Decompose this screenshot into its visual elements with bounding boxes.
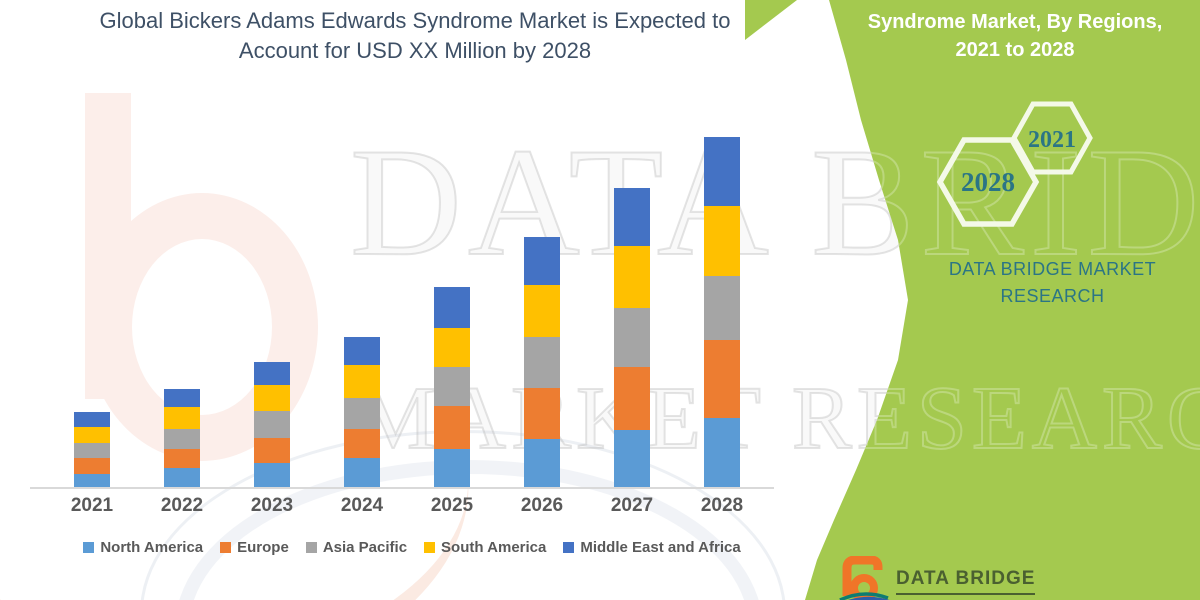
plot-area xyxy=(47,107,767,487)
brand-name: DATA BRIDGE MARKET RESEARCH xyxy=(948,259,1157,306)
legend-swatch-asia-pacific xyxy=(305,542,317,553)
legend-swatch-middle-east-and-africa xyxy=(563,542,575,553)
x-tick-label-2027: 2027 xyxy=(610,495,654,516)
plot-column-2026 xyxy=(497,107,587,487)
bar-segment-north-america xyxy=(434,449,470,487)
x-tick-label-2026: 2026 xyxy=(520,495,564,516)
bar-segment-south-america xyxy=(344,365,380,398)
stacked-bar-2023 xyxy=(254,362,290,487)
bar-segment-middle-east-and-africa xyxy=(164,389,200,407)
stacked-bar-2025 xyxy=(434,287,470,487)
legend-swatch-south-america xyxy=(424,542,436,553)
hexagon-2021-label: 2021 xyxy=(1028,127,1076,153)
bar-segment-south-america xyxy=(254,385,290,411)
bar-segment-asia-pacific xyxy=(434,367,470,406)
bar-segment-middle-east-and-africa xyxy=(704,137,740,206)
legend-label-asia-pacific: Asia Pacific xyxy=(322,539,408,556)
x-tick-label-2023: 2023 xyxy=(250,495,294,516)
plot-column-2027 xyxy=(587,107,677,487)
bar-segment-middle-east-and-africa xyxy=(254,362,290,385)
bar-segment-middle-east-and-africa xyxy=(344,337,380,365)
x-axis-line xyxy=(30,487,774,489)
stacked-bar-2022 xyxy=(164,389,200,487)
bar-segment-north-america xyxy=(524,439,560,487)
bar-segment-north-america xyxy=(614,430,650,487)
legend-item-europe: Europe xyxy=(220,539,289,556)
bar-segment-south-america xyxy=(614,246,650,308)
hexagon-2021 xyxy=(1011,101,1093,175)
stacked-bar-2028 xyxy=(704,137,740,487)
bar-segment-europe xyxy=(164,449,200,468)
legend-label-south-america: South America xyxy=(441,539,547,556)
bar-segment-middle-east-and-africa xyxy=(434,287,470,328)
x-axis-labels: 2021 2022 2023 2024 2025 2026 2027 2028 xyxy=(47,495,767,517)
x-tick-label-2028: 2028 xyxy=(700,495,744,516)
plot-column-2025 xyxy=(407,107,497,487)
bar-segment-middle-east-and-africa xyxy=(74,412,110,427)
bar-segment-asia-pacific xyxy=(254,411,290,438)
bar-segment-south-america xyxy=(434,328,470,367)
x-tick-label-2025: 2025 xyxy=(430,495,474,516)
bar-segment-north-america xyxy=(254,463,290,487)
bar-segment-north-america xyxy=(344,458,380,487)
hexagon-2028 xyxy=(936,137,1040,227)
legend-item-asia-pacific: Asia Pacific xyxy=(305,539,408,556)
bar-segment-asia-pacific xyxy=(344,398,380,429)
bar-segment-europe xyxy=(524,388,560,439)
stacked-bar-2024 xyxy=(344,337,380,487)
plot-column-2023 xyxy=(227,107,317,487)
bar-segment-south-america xyxy=(74,427,110,443)
logo-b-stem xyxy=(842,556,883,596)
bar-segment-europe xyxy=(614,367,650,430)
stacked-bar-2027 xyxy=(614,188,650,487)
bar-segment-asia-pacific xyxy=(614,308,650,367)
x-tick-label-2022: 2022 xyxy=(160,495,204,516)
bar-segment-north-america xyxy=(74,474,110,487)
legend-swatch-europe xyxy=(220,542,232,553)
logo-teal-swoosh xyxy=(839,592,889,600)
stacked-bar-2021 xyxy=(74,412,110,487)
plot-column-2028 xyxy=(677,107,767,487)
legend-label-middle-east-and-africa: Middle East and Africa xyxy=(580,539,741,556)
footer-logo-text: DATA BRIDGE xyxy=(896,568,1036,595)
x-tick-label-2024: 2024 xyxy=(340,495,384,516)
bar-segment-europe xyxy=(254,438,290,463)
plot-column-2024 xyxy=(317,107,407,487)
hexagon-2028-label: 2028 xyxy=(961,167,1015,197)
bar-segment-asia-pacific xyxy=(704,276,740,340)
plot-column-2022 xyxy=(137,107,227,487)
bar-segment-south-america xyxy=(524,285,560,337)
bar-segment-north-america xyxy=(704,418,740,487)
plot-column-2021 xyxy=(47,107,137,487)
bar-segment-middle-east-and-africa xyxy=(614,188,650,246)
footer-logo-subtext: MARKET RESEARCH xyxy=(897,598,1069,600)
legend-swatch-north-america xyxy=(83,542,95,553)
hexagons-graphic: 2028 2021 xyxy=(936,101,1093,227)
bar-segment-europe xyxy=(344,429,380,458)
legend: North America Europe Asia Pacific South Ame… xyxy=(0,539,824,556)
legend-item-north-america: North America xyxy=(83,539,203,556)
legend-label-north-america: North America xyxy=(100,539,204,556)
logo-blue-swoosh xyxy=(841,596,890,600)
bar-segment-asia-pacific xyxy=(74,443,110,458)
bar-segment-asia-pacific xyxy=(164,429,200,449)
bar-segment-europe xyxy=(74,458,110,474)
bar-segment-asia-pacific xyxy=(524,337,560,388)
footer-logo-icon xyxy=(839,556,890,600)
legend-label-europe: Europe xyxy=(237,539,289,556)
bar-segment-middle-east-and-africa xyxy=(524,237,560,285)
bar-segment-europe xyxy=(434,406,470,449)
panel-heading: Syndrome Market, By Regions, 2021 to 202… xyxy=(867,11,1163,61)
chart-title: Global Bickers Adams Edwards Syndrome Ma… xyxy=(99,8,731,63)
x-tick-label-2021: 2021 xyxy=(70,495,114,516)
stacked-bar-2026 xyxy=(524,237,560,487)
bar-segment-south-america xyxy=(704,206,740,276)
legend-item-middle-east-and-africa: Middle East and Africa xyxy=(563,539,741,556)
bar-segment-south-america xyxy=(164,407,200,429)
bar-segment-north-america xyxy=(164,468,200,487)
bar-segment-europe xyxy=(704,340,740,418)
legend-item-south-america: South America xyxy=(424,539,546,556)
green-corner-wedge xyxy=(745,0,797,40)
